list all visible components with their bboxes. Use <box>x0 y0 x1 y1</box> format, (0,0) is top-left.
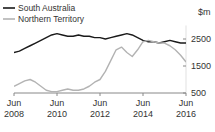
background <box>0 0 215 132</box>
x-tick <box>100 93 101 96</box>
x-tick <box>143 93 144 96</box>
legend-label: Northern Territory <box>18 14 85 24</box>
y-tick-label: 1500 <box>191 61 211 71</box>
x-tick-label-part: 2016 <box>176 109 196 119</box>
y-tick <box>183 39 186 40</box>
x-tick-label-part: Jun <box>50 98 65 108</box>
x-tick <box>57 93 58 96</box>
y-tick <box>183 66 186 67</box>
x-tick-label-part: 2014 <box>133 109 153 119</box>
legend-label: South Australia <box>18 3 75 13</box>
legend-swatch <box>3 7 15 9</box>
x-tick-label: Jun2016 <box>176 98 196 119</box>
x-tick <box>14 93 15 96</box>
x-tick-label-part: Jun <box>136 98 151 108</box>
x-tick-label-part: Jun <box>93 98 108 108</box>
x-tick <box>186 93 187 96</box>
x-tick-label: Jun2014 <box>133 98 153 119</box>
x-tick-label-part: 2012 <box>90 109 110 119</box>
series-line <box>14 40 186 91</box>
plot-area <box>14 34 186 92</box>
x-tick-label-part: 2010 <box>47 109 67 119</box>
x-tick-label: Jun2008 <box>4 98 24 119</box>
y-tick-label: 2500 <box>191 34 211 44</box>
x-tick-label: Jun2012 <box>90 98 110 119</box>
y-axis-label: $m <box>198 7 211 17</box>
y-axis <box>186 26 187 94</box>
x-tick-label-part: Jun <box>7 98 22 108</box>
y-tick-label: 500 <box>191 88 206 98</box>
legend-swatch <box>3 18 15 20</box>
x-tick-label-part: Jun <box>179 98 194 108</box>
x-tick-label-part: 2008 <box>4 109 24 119</box>
chart: 50015002500$mJun2008Jun2010Jun2012Jun201… <box>0 0 215 132</box>
x-tick-label: Jun2010 <box>47 98 67 119</box>
